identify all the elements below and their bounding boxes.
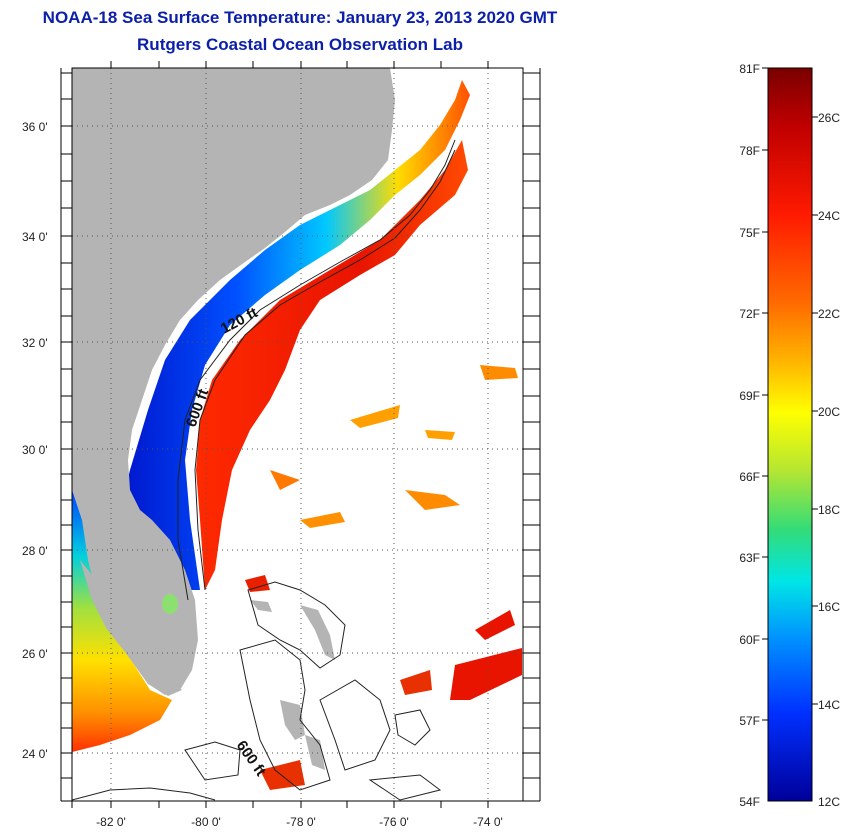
bahamas-island-2	[280, 700, 305, 740]
map-grid	[72, 68, 523, 801]
axis-ticks	[60, 61, 541, 808]
colorbar-c-14: 14C	[818, 698, 840, 712]
lon-label-80: -80 0'	[191, 815, 221, 829]
colorbar-c-22: 22C	[818, 307, 840, 321]
contour-600ft	[194, 149, 456, 591]
colorbar-f-72: 72F	[739, 307, 760, 321]
bahamas-contour-5	[394, 709, 431, 746]
florida-land-south	[80, 560, 182, 696]
bahamas-island-1	[300, 605, 335, 660]
warm-patch-8	[245, 575, 270, 592]
colorbar-f-63: 63F	[739, 551, 760, 565]
warm-patch-10	[350, 405, 400, 428]
colorbar-c-20: 20C	[818, 405, 840, 419]
colorbar-f-54: 54F	[739, 795, 760, 809]
map-title: NOAA-18 Sea Surface Temperature: January…	[42, 8, 558, 27]
colorbar-f-57: 57F	[739, 714, 760, 728]
bahamas-island-3	[305, 735, 325, 770]
warm-patch-7	[270, 470, 300, 490]
colorbar-f-75: 75F	[739, 226, 760, 240]
lat-label-32: 32 0'	[22, 336, 48, 350]
florida-gulf-water	[72, 490, 172, 752]
warm-patch-6	[425, 430, 455, 440]
map-area: 120 ft 600 ft 600 ft	[72, 68, 523, 801]
colorbar-c-16: 16C	[818, 600, 840, 614]
warm-patch-11	[260, 760, 305, 790]
cuba-coast	[72, 787, 216, 801]
lon-label-76: -76 0'	[379, 815, 409, 829]
warm-patch-5	[480, 365, 518, 380]
bahamas-contour-2	[239, 639, 331, 791]
warm-patch-2	[475, 610, 515, 640]
colorbar-c-18: 18C	[818, 503, 840, 517]
gulf-stream-band	[196, 140, 468, 590]
lat-label-28: 28 0'	[22, 544, 48, 558]
colorbar-f-60: 60F	[739, 633, 760, 647]
lon-label-78: -78 0'	[286, 815, 316, 829]
colorbar-f-66: 66F	[739, 470, 760, 484]
bahamas-contour-6	[368, 774, 442, 801]
lat-label-34: 34 0'	[22, 230, 48, 244]
colorbar-c-26: 26C	[818, 111, 840, 125]
colorbar: 81F 78F 75F 72F 69F 66F 63F 60F 57F 54F …	[739, 62, 840, 809]
map-subtitle: Rutgers Coastal Ocean Observation Lab	[137, 35, 463, 54]
contour-120ft	[177, 139, 456, 601]
warm-patch-9	[300, 512, 345, 528]
colorbar-f-78: 78F	[739, 144, 760, 158]
lat-label-26: 26 0'	[22, 647, 48, 661]
colorbar-f-81: 81F	[739, 62, 760, 76]
lat-label-24: 24 0'	[22, 747, 48, 761]
coastal-cold-water	[110, 80, 470, 590]
lat-label-30: 30 0'	[22, 443, 48, 457]
lon-label-82: -82 0'	[96, 815, 126, 829]
lon-label-74: -74 0'	[473, 815, 503, 829]
colorbar-c-12: 12C	[818, 795, 840, 809]
colorbar-c-24: 24C	[818, 209, 840, 223]
colorbar-gradient	[767, 67, 813, 802]
warm-patch-4	[405, 490, 460, 510]
warm-patch-1	[450, 648, 522, 700]
lat-label-36: 36 0'	[22, 120, 48, 134]
bahamas-contour-4	[184, 741, 241, 781]
bahamas-contour-3	[319, 679, 391, 771]
bahamas-contour-1	[247, 581, 346, 669]
bahamas-island-4	[250, 600, 272, 612]
colorbar-f-69: 69F	[739, 389, 760, 403]
lake-okeechobee	[162, 594, 178, 614]
land-us-east-coast	[72, 68, 395, 695]
warm-patch-3	[400, 670, 432, 695]
